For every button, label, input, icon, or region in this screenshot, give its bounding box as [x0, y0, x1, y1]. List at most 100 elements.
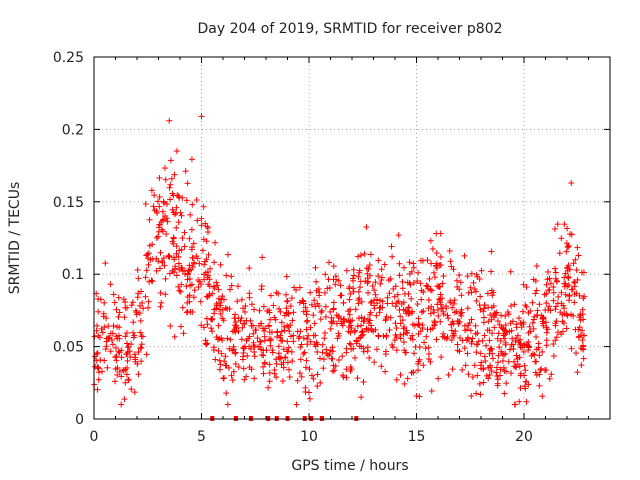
data-point — [345, 328, 352, 335]
data-point — [468, 340, 475, 347]
data-point — [523, 378, 530, 385]
data-point — [124, 340, 131, 347]
data-point — [284, 322, 291, 329]
data-point — [261, 327, 268, 334]
data-point — [507, 268, 514, 275]
data-point — [578, 269, 585, 276]
data-point — [543, 329, 550, 336]
data-point — [350, 285, 357, 292]
data-point — [371, 359, 378, 366]
data-point — [332, 281, 339, 288]
data-point — [397, 371, 404, 378]
data-point — [271, 370, 278, 377]
data-point — [330, 263, 337, 270]
data-point — [284, 297, 291, 304]
data-point — [128, 302, 135, 309]
data-point — [397, 320, 404, 327]
data-point — [153, 208, 160, 215]
data-point — [205, 251, 212, 258]
data-point — [533, 346, 540, 353]
data-point — [181, 229, 188, 236]
data-point — [394, 291, 401, 298]
data-point — [529, 299, 536, 306]
data-point — [421, 339, 428, 346]
data-point — [182, 168, 189, 175]
data-point — [343, 374, 350, 381]
data-point — [377, 280, 384, 287]
data-point — [247, 317, 254, 324]
data-point — [217, 361, 224, 368]
data-point — [184, 180, 191, 187]
data-point — [580, 342, 587, 349]
data-point — [454, 317, 461, 324]
data-point — [162, 291, 169, 298]
data-point — [363, 224, 370, 231]
data-point — [316, 292, 323, 299]
data-point — [454, 283, 461, 290]
y-tick-label: 0.15 — [53, 195, 84, 211]
data-point — [395, 232, 402, 239]
data-point — [327, 325, 334, 332]
data-point — [231, 315, 238, 322]
data-point — [575, 326, 582, 333]
data-point — [373, 312, 380, 319]
data-point — [437, 283, 444, 290]
data-point — [467, 327, 474, 334]
data-point — [314, 371, 321, 378]
data-point — [393, 347, 400, 354]
data-point — [390, 285, 397, 292]
data-point — [477, 391, 484, 398]
data-point — [171, 171, 178, 178]
data-point — [122, 299, 129, 306]
data-point — [425, 344, 432, 351]
data-point — [118, 347, 125, 354]
data-point — [332, 273, 339, 280]
data-point — [182, 271, 189, 278]
data-point — [138, 333, 145, 340]
data-point — [256, 343, 263, 350]
data-point — [91, 333, 98, 340]
data-point — [146, 216, 153, 223]
data-point — [97, 356, 104, 363]
data-point — [307, 289, 314, 296]
data-point — [470, 279, 477, 286]
data-point — [163, 201, 170, 208]
data-point — [499, 357, 506, 364]
data-point — [323, 346, 330, 353]
data-point — [264, 308, 271, 315]
x-tick-label: 0 — [90, 429, 99, 445]
data-point — [107, 330, 114, 337]
data-point — [202, 269, 209, 276]
data-point — [543, 300, 550, 307]
data-point — [207, 265, 214, 272]
data-point — [419, 257, 426, 264]
data-point — [502, 312, 509, 319]
data-point — [378, 363, 385, 370]
data-point — [446, 247, 453, 254]
data-point — [156, 193, 163, 200]
data-point — [550, 284, 557, 291]
data-point — [189, 264, 196, 271]
data-point — [302, 384, 309, 391]
data-point — [345, 317, 352, 324]
data-point — [240, 365, 247, 372]
data-point — [450, 266, 457, 273]
data-point — [433, 230, 440, 237]
data-point — [438, 354, 445, 361]
data-point — [214, 336, 221, 343]
data-point — [369, 283, 376, 290]
data-point — [113, 306, 120, 313]
data-point — [437, 299, 444, 306]
data-point — [219, 293, 226, 300]
data-point — [561, 283, 568, 290]
data-point — [539, 348, 546, 355]
data-point — [432, 262, 439, 269]
data-point — [101, 299, 108, 306]
data-point — [575, 252, 582, 259]
data-point — [135, 275, 142, 282]
data-point — [389, 300, 396, 307]
data-point — [335, 357, 342, 364]
data-point — [399, 278, 406, 285]
data-point — [203, 238, 210, 245]
data-point — [315, 286, 322, 293]
